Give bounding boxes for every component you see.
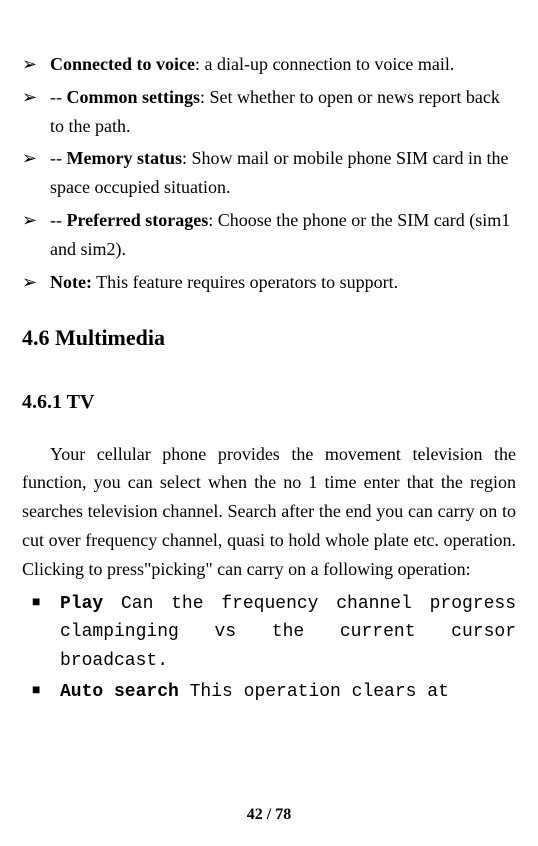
bullet-text: Connected to voice: a dial-up connection… <box>50 50 516 79</box>
bullet-text: -- Common settings: Set whether to open … <box>50 83 516 141</box>
bullet-bold: Common settings <box>67 87 201 107</box>
square-bold: Play <box>60 594 103 614</box>
square-item: ■ Play Can the frequency channel progres… <box>32 590 516 676</box>
bullet-item: ➢ -- Common settings: Set whether to ope… <box>22 83 516 141</box>
bullet-item: ➢ -- Memory status: Show mail or mobile … <box>22 144 516 202</box>
arrow-icon: ➢ <box>22 50 50 79</box>
feature-bullet-list: ➢ Connected to voice: a dial-up connecti… <box>22 50 516 296</box>
bullet-rest: : a dial-up connection to voice mail. <box>195 54 454 74</box>
bullet-text: -- Preferred storages: Choose the phone … <box>50 206 516 264</box>
bullet-bold: Memory status <box>67 148 182 168</box>
bullet-prefix: -- <box>50 87 67 107</box>
square-icon: ■ <box>32 590 60 676</box>
arrow-icon: ➢ <box>22 206 50 264</box>
bullet-bold: Note: <box>50 272 92 292</box>
bullet-text: Note: This feature requires operators to… <box>50 268 516 297</box>
arrow-icon: ➢ <box>22 83 50 141</box>
square-rest: Can the frequency channel progress clamp… <box>60 594 516 672</box>
square-text: Auto search This operation clears at <box>60 678 516 707</box>
square-bullet-list: ■ Play Can the frequency channel progres… <box>32 590 516 707</box>
bullet-rest: This feature requires operators to suppo… <box>92 272 398 292</box>
square-item: ■ Auto search This operation clears at <box>32 678 516 707</box>
page-number: 42 / 78 <box>0 802 538 828</box>
square-bold: Auto search <box>60 682 179 702</box>
body-paragraph: Your cellular phone provides the movemen… <box>22 440 516 584</box>
bullet-prefix: -- <box>50 210 67 230</box>
square-rest: This operation clears at <box>179 682 449 702</box>
bullet-prefix: -- <box>50 148 67 168</box>
subsection-heading: 4.6.1 TV <box>22 386 516 418</box>
square-icon: ■ <box>32 678 60 707</box>
bullet-bold: Preferred storages <box>67 210 209 230</box>
section-heading: 4.6 Multimedia <box>22 320 516 355</box>
arrow-icon: ➢ <box>22 144 50 202</box>
bullet-bold: Connected to voice <box>50 54 195 74</box>
arrow-icon: ➢ <box>22 268 50 297</box>
bullet-text: -- Memory status: Show mail or mobile ph… <box>50 144 516 202</box>
bullet-item: ➢ Note: This feature requires operators … <box>22 268 516 297</box>
bullet-item: ➢ Connected to voice: a dial-up connecti… <box>22 50 516 79</box>
bullet-item: ➢ -- Preferred storages: Choose the phon… <box>22 206 516 264</box>
square-text: Play Can the frequency channel progress … <box>60 590 516 676</box>
